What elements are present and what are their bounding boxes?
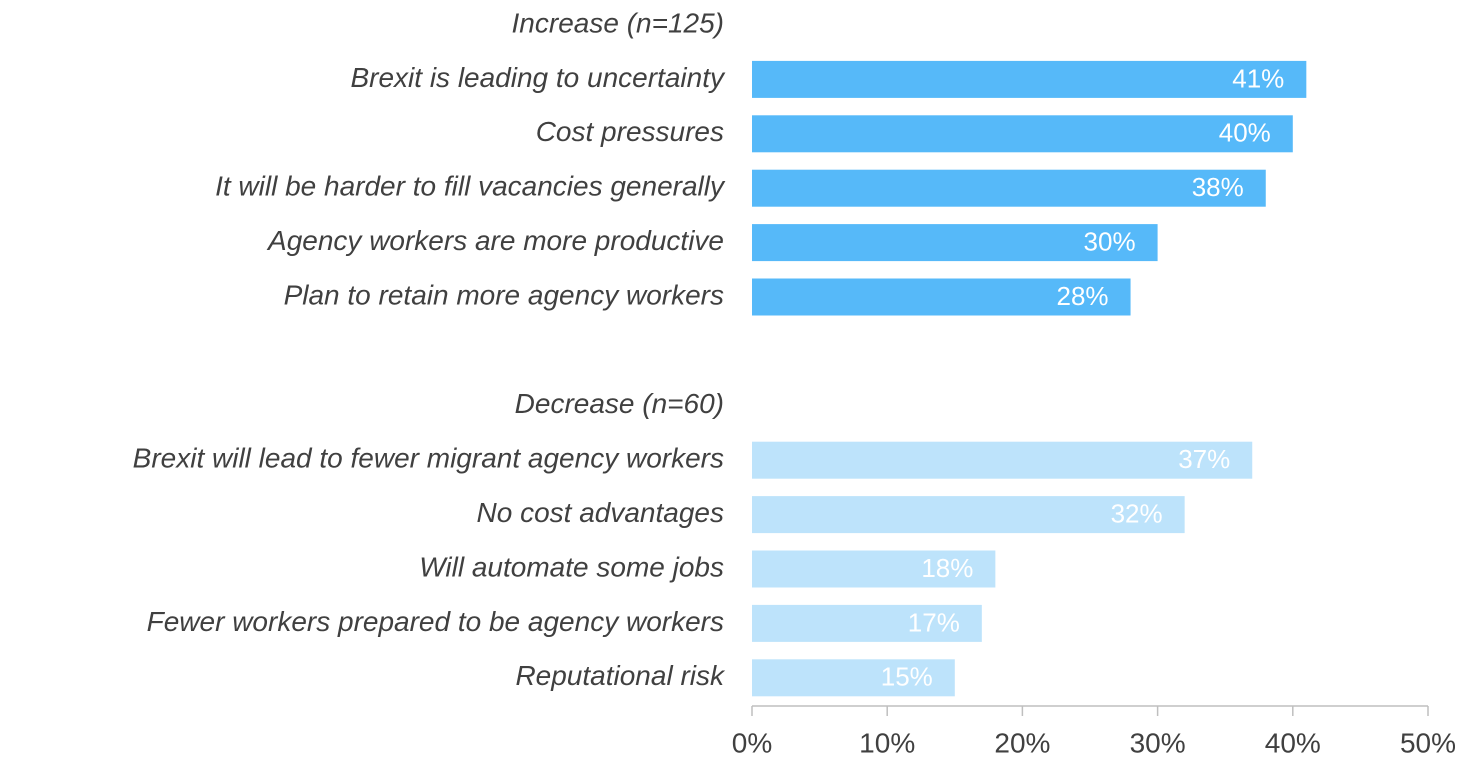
bar	[752, 60, 1307, 98]
bar	[752, 278, 1131, 316]
category-label: No cost advantages	[477, 497, 725, 528]
value-label: 18%	[921, 553, 973, 583]
category-label: Plan to retain more agency workers	[284, 279, 724, 310]
group-label: Decrease (n=60)	[515, 388, 724, 419]
bar	[752, 224, 1158, 262]
x-tick-label: 50%	[1400, 727, 1456, 758]
category-label: Reputational risk	[515, 660, 726, 691]
value-label: 37%	[1178, 444, 1230, 474]
category-label: Cost pressures	[536, 116, 724, 147]
category-label: It will be harder to fill vacancies gene…	[215, 171, 726, 202]
value-label: 32%	[1111, 498, 1163, 528]
bar	[752, 604, 982, 642]
value-label: 40%	[1219, 118, 1271, 148]
bar	[752, 441, 1253, 479]
x-tick-label: 40%	[1265, 727, 1321, 758]
bar	[752, 550, 996, 588]
value-label: 15%	[881, 662, 933, 692]
bar	[752, 659, 955, 697]
x-tick-label: 10%	[859, 727, 915, 758]
value-label: 28%	[1057, 281, 1109, 311]
x-tick-label: 0%	[732, 727, 772, 758]
bar	[752, 115, 1293, 153]
x-tick-label: 20%	[994, 727, 1050, 758]
group-label: Increase (n=125)	[512, 7, 724, 38]
value-label: 38%	[1192, 172, 1244, 202]
bar	[752, 496, 1185, 534]
x-tick-label: 30%	[1130, 727, 1186, 758]
value-label: 41%	[1232, 63, 1284, 93]
value-label: 17%	[908, 607, 960, 637]
category-label: Will automate some jobs	[419, 551, 724, 582]
category-label: Agency workers are more productive	[266, 225, 724, 256]
category-label: Brexit is leading to uncertainty	[350, 62, 726, 93]
category-label: Fewer workers prepared to be agency work…	[147, 606, 724, 637]
value-label: 30%	[1084, 226, 1136, 256]
category-label: Brexit will lead to fewer migrant agency…	[133, 443, 724, 474]
bar	[752, 169, 1266, 207]
